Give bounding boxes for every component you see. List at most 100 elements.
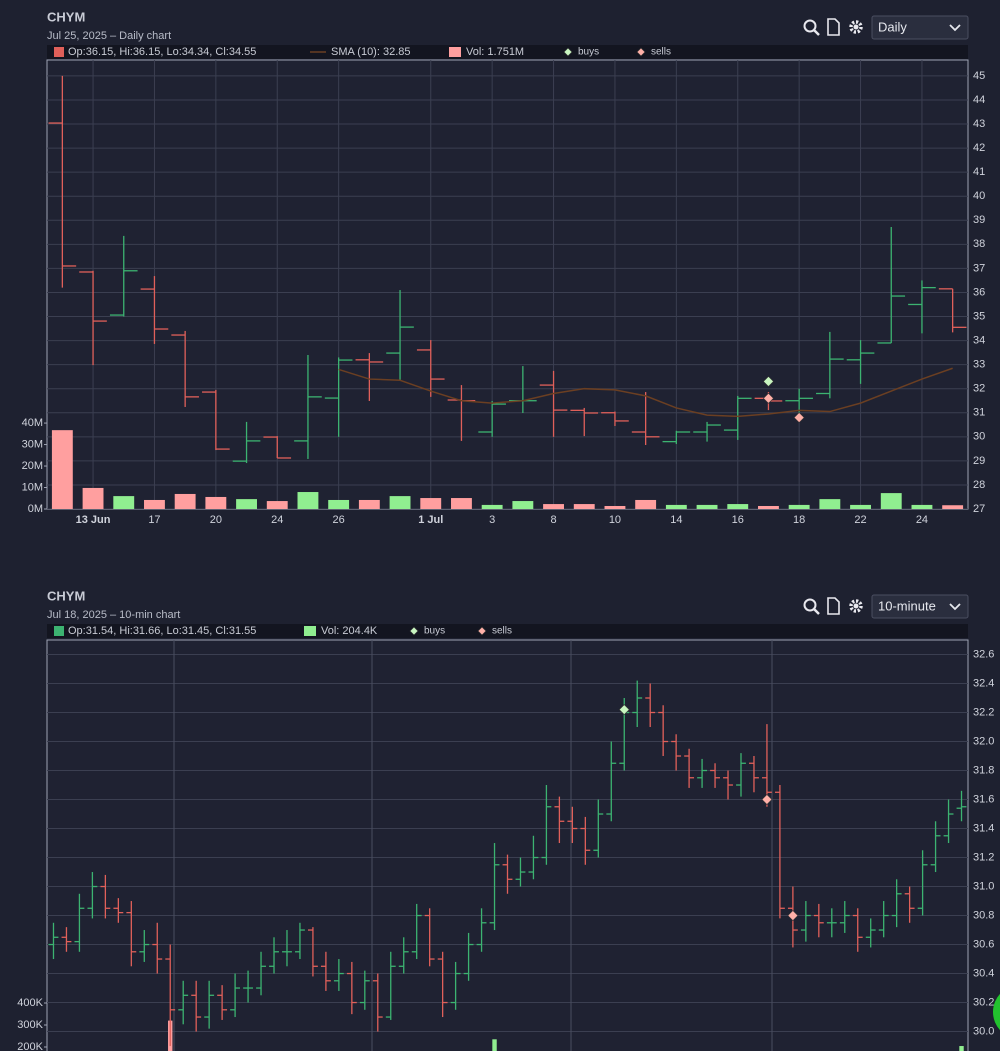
y-tick-label: 32: [973, 383, 985, 395]
y-tick-label: 32.6: [973, 648, 994, 660]
y-tick-label: 45: [973, 70, 985, 82]
y-tick-label: 31: [973, 407, 985, 419]
volume-tick-label: 400K: [17, 997, 43, 1009]
legend-marker: sells: [651, 47, 671, 58]
legend-ohlc: Op:36.15, Hi:36.15, Lo:34.34, Cl:34.55: [68, 46, 256, 58]
volume-bar: [758, 505, 779, 509]
interval-label: Daily: [878, 19, 907, 34]
volume-bar: [492, 1039, 497, 1051]
plot-area: [46, 639, 969, 1051]
y-tick-label: 30.0: [973, 1025, 994, 1037]
y-tick-label: 31.2: [973, 851, 994, 863]
volume-tick-label: 10M: [22, 481, 43, 493]
settings-icon[interactable]: [849, 20, 863, 34]
volume-tick-label: 300K: [17, 1019, 43, 1031]
legend-volume: Vol: 204.4K: [321, 625, 378, 637]
plot-content: [47, 640, 968, 1051]
y-tick-label: 37: [973, 262, 985, 274]
volume-bar: [82, 487, 104, 509]
y-tick-label: 36: [973, 286, 985, 298]
trade-marker: [763, 376, 774, 387]
x-tick-label: 24: [271, 514, 283, 526]
y-tick-label: 30.2: [973, 996, 994, 1008]
y-tick-label: 30: [973, 431, 985, 443]
x-tick-label: 20: [210, 514, 222, 526]
volume-bar: [788, 504, 810, 509]
legend-volume-swatch: [449, 47, 461, 57]
dropdown-chevron: [949, 24, 961, 32]
volume-bar: [942, 505, 964, 509]
volume-bar: [665, 504, 687, 509]
y-tick-label: 32.4: [973, 677, 994, 689]
y-tick-label: 39: [973, 214, 985, 226]
zoom-icon[interactable]: [803, 19, 817, 33]
document-icon[interactable]: [827, 597, 840, 615]
volume-bar: [512, 501, 534, 509]
chart-panel: CHYM Jul 25, 2025 – Daily chart Daily Op:36…: [22, 9, 986, 525]
legend-marker-swatch: [409, 626, 419, 636]
legend-ohlc: Op:31.54, Hi:31.66, Lo:31.45, Cl:31.55: [68, 625, 256, 637]
plot-content: [47, 60, 968, 509]
toolbar: [803, 597, 863, 615]
volume-tick-label: 40M: [22, 417, 43, 429]
y-tick-label: 43: [973, 118, 985, 130]
interval-dropdown[interactable]: [871, 15, 969, 40]
y-tick-label: 32.2: [973, 706, 994, 718]
y-tick-label: 35: [973, 310, 985, 322]
y-tick-label: 44: [973, 94, 985, 106]
x-tick-label: 16: [732, 514, 744, 526]
volume-bar: [696, 504, 718, 509]
x-tick-label: 3: [489, 514, 495, 526]
interval-dropdown[interactable]: [871, 594, 969, 619]
volume-bar: [389, 496, 411, 509]
volume-bar: [144, 499, 165, 509]
x-tick-label: 14: [670, 514, 682, 526]
settings-icon-core[interactable]: [853, 603, 859, 609]
y-tick-label: 27: [973, 503, 985, 515]
legend-marker-swatch: [477, 626, 487, 636]
x-tick-label: 26: [333, 514, 345, 526]
volume-bar: [573, 504, 595, 509]
x-tick-label: 10: [609, 514, 621, 526]
dropdown-chevron: [949, 603, 961, 611]
y-tick-label: 33: [973, 359, 985, 371]
volume-bar: [880, 493, 902, 509]
trade-marker: [793, 412, 805, 423]
trade-marker: [618, 704, 630, 716]
settings-icon-core[interactable]: [853, 24, 859, 30]
y-tick-label: 31.8: [973, 764, 994, 776]
volume-bar: [635, 499, 657, 509]
legend-sma: SMA (10): 32.85: [331, 46, 411, 58]
zoom-icon[interactable]: [803, 598, 817, 612]
floating-widget[interactable]: [993, 985, 1000, 1039]
y-tick-label: 32.0: [973, 735, 994, 747]
volume-bar: [113, 496, 135, 509]
x-tick-label: 8: [550, 514, 556, 526]
zoom-icon-handle[interactable]: [813, 608, 820, 615]
legend-marker: sells: [492, 626, 512, 637]
zoom-icon-handle[interactable]: [813, 29, 820, 36]
y-tick-label: 41: [973, 166, 985, 178]
volume-bar: [297, 492, 319, 509]
legend-ohlc-swatch: [54, 47, 64, 57]
volume-bar: [959, 1046, 964, 1051]
legend-volume: Vol: 1.751M: [466, 46, 524, 58]
legend-strip: [47, 624, 968, 638]
volume-bar: [481, 504, 503, 509]
volume-bar: [819, 499, 841, 509]
volume-bar: [266, 501, 288, 509]
document-icon[interactable]: [827, 18, 840, 36]
x-tick-label: 17: [148, 514, 160, 526]
y-tick-label: 30.8: [973, 909, 994, 921]
settings-icon[interactable]: [849, 599, 863, 613]
volume-tick-label: 200K: [17, 1041, 43, 1051]
chart-title: CHYM: [47, 588, 85, 603]
x-tick-label: 18: [793, 514, 805, 526]
volume-tick-label: 30M: [22, 438, 43, 450]
chart-subtitle: Jul 25, 2025 – Daily chart: [47, 30, 171, 42]
y-tick-label: 30.4: [973, 967, 994, 979]
volume-bar: [328, 499, 350, 509]
y-tick-label: 31.6: [973, 793, 994, 805]
x-tick-label: 1 Jul: [418, 514, 443, 526]
